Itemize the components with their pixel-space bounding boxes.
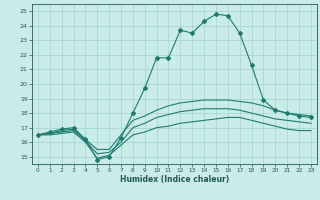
X-axis label: Humidex (Indice chaleur): Humidex (Indice chaleur) xyxy=(120,175,229,184)
